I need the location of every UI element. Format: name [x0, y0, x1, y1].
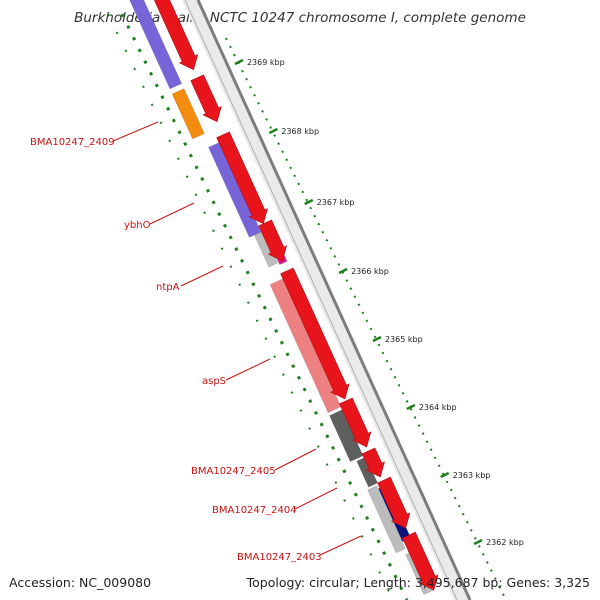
- tick-mark: [372, 335, 382, 343]
- blue-feature-bar: [208, 141, 262, 238]
- gene-callouts: BMA10247_2409 ybhO ntpA aspS BMA10247_2405 BM…: [30, 121, 362, 563]
- cds-arrow: [280, 267, 350, 400]
- callout-line: [149, 202, 195, 225]
- gene-label[interactable]: ybhO: [124, 220, 151, 231]
- genome-backbone: [182, 0, 472, 600]
- backbone-band: [182, 0, 470, 600]
- cds-arrow: [402, 531, 439, 591]
- tick-mark: [304, 198, 314, 206]
- callout-line: [294, 487, 338, 510]
- tick-mark: [473, 538, 483, 546]
- callout-line: [319, 535, 362, 556]
- gene-label[interactable]: aspS: [202, 376, 226, 387]
- gene-label[interactable]: BMA10247_2403: [237, 552, 322, 563]
- gene-label[interactable]: BMA10247_2405: [191, 466, 276, 477]
- tick-mark: [268, 127, 278, 135]
- callout-line: [112, 121, 159, 142]
- map-title: Burkholderia mallei NCTC 10247 chromosom…: [74, 10, 526, 26]
- tick-label: 2367 kbp: [317, 198, 355, 207]
- tick-label: 2368 kbp: [281, 127, 319, 136]
- tick-label: 2369 kbp: [247, 58, 285, 67]
- gc-dotted-line: [120, 13, 409, 600]
- blue-feature-bar: [129, 0, 183, 90]
- callout-line: [274, 448, 317, 471]
- cds-arrow: [339, 397, 372, 448]
- light-gray-feature-bar: [253, 230, 279, 268]
- tick-track: [225, 37, 507, 600]
- callout-line: [180, 265, 224, 287]
- gene-label[interactable]: BMA10247_2409: [30, 137, 115, 148]
- light-gray-feature-bar: [367, 485, 406, 554]
- callout-line: [225, 358, 271, 381]
- backbone-edge-dark: [196, 0, 472, 600]
- gene-label[interactable]: ntpA: [156, 282, 180, 293]
- cds-arrow: [361, 447, 385, 478]
- gene-label[interactable]: BMA10247_2404: [212, 505, 297, 516]
- tick-label: 2362 kbp: [486, 538, 524, 547]
- tick-mark: [338, 267, 348, 275]
- tick-label: 2365 kbp: [385, 335, 423, 344]
- cds-arrow: [153, 0, 199, 71]
- feature-track: [129, 0, 439, 595]
- orange-feature-bar: [171, 88, 205, 140]
- backbone-edge-light: [184, 0, 458, 600]
- tick-label: 2366 kbp: [351, 267, 389, 276]
- cds-arrow: [258, 219, 288, 262]
- tick-mark: [440, 471, 450, 479]
- tick-label: 2363 kbp: [453, 471, 491, 480]
- tick-label: 2364 kbp: [419, 403, 457, 412]
- tick-mark: [406, 403, 416, 411]
- cds-arrow: [216, 131, 268, 225]
- cds-arrow: [377, 476, 411, 529]
- genome-summary: Topology: circular; Length: 3,495,687 bp…: [246, 575, 590, 590]
- gc-content-track-inner: [107, 13, 409, 600]
- tick-mark: [234, 58, 244, 66]
- tick-dotted-line: [225, 37, 507, 600]
- scale-ticks: 2369 kbp 2368 kbp 2367 kbp 2366 kbp 2365 kbp…: [234, 58, 524, 547]
- accession-text: Accession: NC_009080: [9, 575, 152, 590]
- cds-arrow: [190, 74, 222, 123]
